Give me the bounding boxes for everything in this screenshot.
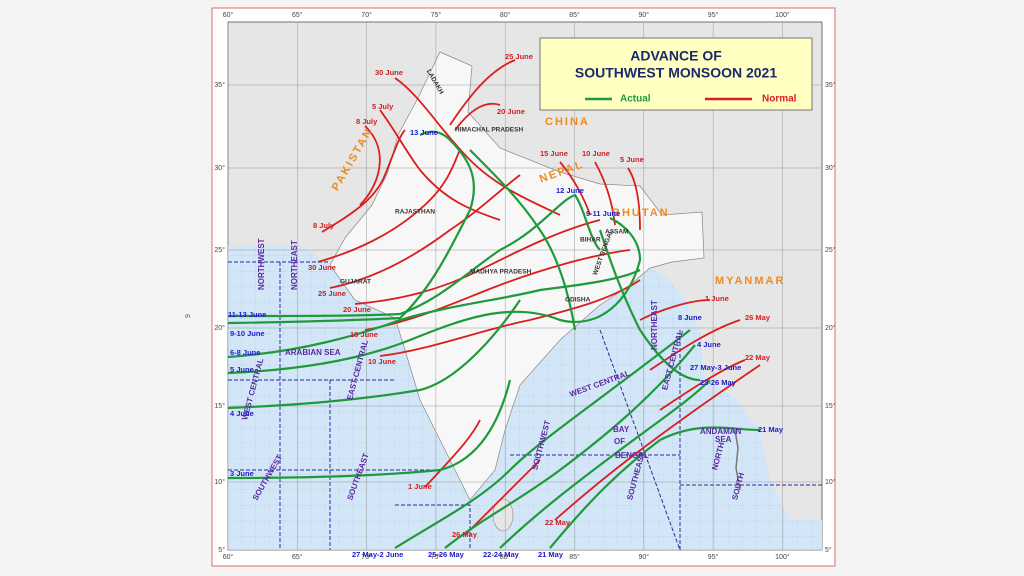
actual-date-label: 13 June xyxy=(410,128,438,137)
actual-date-label: 4 June xyxy=(230,409,254,418)
actual-date-label: 9-10 June xyxy=(230,329,265,338)
actual-isolines xyxy=(227,130,761,549)
lon-label-bottom: 80° xyxy=(500,553,511,561)
lon-label-bottom: 65° xyxy=(292,553,303,561)
normal-isolines xyxy=(317,59,761,536)
lat-label-right: 35° xyxy=(825,81,836,89)
lat-label-right: 30° xyxy=(825,164,836,172)
actual-date-label: 25-26 May xyxy=(428,550,465,559)
sea-region-label: NORTHEAST xyxy=(290,240,299,290)
actual-date-label: 11-13 June xyxy=(228,310,266,319)
sea-region-label: NORTHWEST xyxy=(257,238,266,290)
actual-date-label: 12 June xyxy=(556,186,584,195)
lon-label-bottom: 60° xyxy=(223,553,234,561)
lon-label-top: 85° xyxy=(569,11,580,19)
page-marker: 9 xyxy=(185,314,192,318)
sea-region-label: ARABIAN SEA xyxy=(285,348,341,357)
title-line-2: SOUTHWEST MONSOON 2021 xyxy=(575,65,777,81)
normal-date-label: 8 July xyxy=(313,221,335,230)
actual-date-label: 27 May-2 June xyxy=(352,550,403,559)
actual-date-label: 21 May xyxy=(758,425,784,434)
lat-label-right: 20° xyxy=(825,324,836,332)
country-label: BHUTAN xyxy=(612,207,670,219)
lon-label-bottom: 70° xyxy=(361,553,372,561)
sea-region-label: OF xyxy=(614,437,625,446)
actual-date-label: 8 June xyxy=(678,313,702,322)
lon-label-top: 75° xyxy=(431,11,442,19)
lon-label-bottom: 90° xyxy=(639,553,650,561)
normal-date-label: 26 May xyxy=(452,530,478,539)
lon-label-bottom: 75° xyxy=(431,553,442,561)
normal-date-label: 30 June xyxy=(375,68,403,77)
normal-date-label: 1 June xyxy=(705,294,729,303)
lat-label-right: 25° xyxy=(825,246,836,254)
actual-date-label: 23-26 May xyxy=(700,378,737,387)
normal-date-label: 20 June xyxy=(343,305,371,314)
normal-date-label: 20 June xyxy=(497,107,525,116)
legend-actual: Actual xyxy=(620,94,651,105)
state-label: BIHAR xyxy=(580,237,601,244)
country-label: MYANMAR xyxy=(715,275,785,287)
state-label: ODISHA xyxy=(565,297,591,304)
normal-date-label: 5 July xyxy=(372,102,394,111)
normal-date-label: 10 June xyxy=(582,149,610,158)
lon-label-top: 90° xyxy=(639,11,650,19)
lon-label-top: 100° xyxy=(775,11,790,19)
lat-label-left: 20° xyxy=(214,324,225,332)
title-line-1: ADVANCE OF xyxy=(630,48,722,64)
actual-date-label: 27 May-3 June xyxy=(690,363,741,372)
lat-label-left: 5° xyxy=(218,546,225,554)
normal-date-label: 1 June xyxy=(408,482,432,491)
lon-label-top: 95° xyxy=(708,11,719,19)
normal-date-label: 22 May xyxy=(745,353,771,362)
lat-label-right: 15° xyxy=(825,402,836,410)
lon-label-bottom: 95° xyxy=(708,553,719,561)
lat-label-right: 10° xyxy=(825,478,836,486)
state-label: HIMACHAL PRADESH xyxy=(455,127,523,134)
actual-date-label: 5 June xyxy=(230,365,254,374)
sea-region-label: ANDAMAN xyxy=(700,427,742,436)
legend-normal: Normal xyxy=(762,94,797,105)
lon-label-top: 65° xyxy=(292,11,303,19)
sea-region-label: BENGAL xyxy=(615,451,649,460)
actual-date-label: 9-11 June xyxy=(586,209,620,218)
actual-date-label: 6-8 June xyxy=(230,348,260,357)
sea-region-label: SEA xyxy=(715,435,732,444)
lat-label-right: 5° xyxy=(825,546,832,554)
andaman-islands xyxy=(734,429,741,491)
sea-region-label: BAY xyxy=(613,425,630,434)
actual-date-label: 3 June xyxy=(230,469,254,478)
lon-label-bottom: 85° xyxy=(569,553,580,561)
normal-date-label: 15 June xyxy=(350,330,378,339)
lon-label-top: 80° xyxy=(500,11,511,19)
sea-region-label: NORTHEAST xyxy=(650,300,659,350)
lat-label-left: 10° xyxy=(214,478,225,486)
lon-label-top: 70° xyxy=(361,11,372,19)
normal-date-label: 26 May xyxy=(745,313,771,322)
lat-label-left: 35° xyxy=(214,81,225,89)
normal-date-label: 25 June xyxy=(318,289,346,298)
state-label: GUJARAT xyxy=(340,279,371,286)
lon-label-bottom: 100° xyxy=(775,553,790,561)
state-label: MADHYA PRADESH xyxy=(470,269,532,276)
actual-date-label: 21 May xyxy=(538,550,564,559)
normal-date-label: 8 July xyxy=(356,117,378,126)
normal-date-label: 5 June xyxy=(620,155,644,164)
actual-date-label: 22-24 May xyxy=(483,550,520,559)
actual-date-label: 4 June xyxy=(697,340,721,349)
country-label: CHINA xyxy=(545,116,590,128)
state-label: ASSAM xyxy=(605,229,628,236)
state-label: RAJASTHAN xyxy=(395,209,435,216)
lon-label-top: 60° xyxy=(223,11,234,19)
lat-label-left: 25° xyxy=(214,246,225,254)
lat-label-left: 30° xyxy=(214,164,225,172)
normal-date-label: 15 June xyxy=(540,149,568,158)
normal-date-label: 30 June xyxy=(308,263,336,272)
normal-date-label: 25 June xyxy=(505,52,533,61)
normal-date-label: 22 May xyxy=(545,518,571,527)
lat-label-left: 15° xyxy=(214,402,225,410)
normal-date-label: 10 June xyxy=(368,357,396,366)
